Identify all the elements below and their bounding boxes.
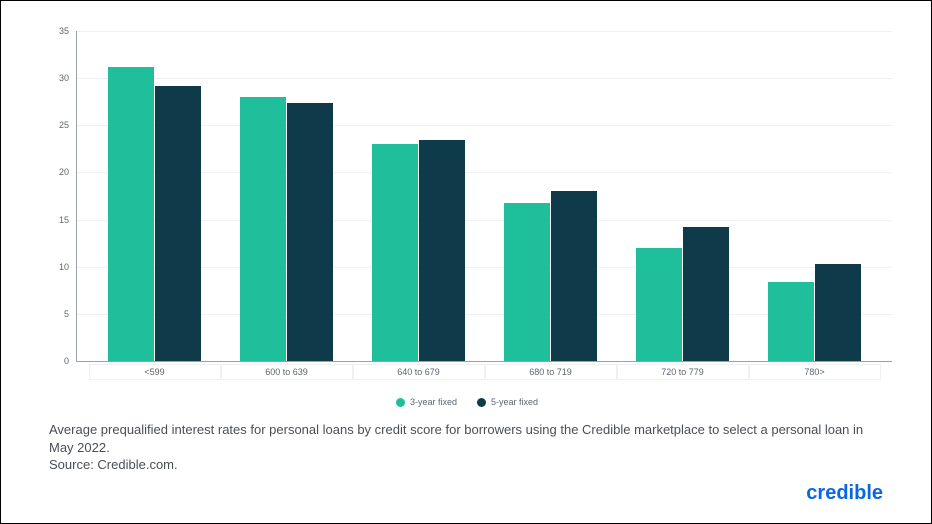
legend: 3-year fixed 5-year fixed	[1, 397, 932, 407]
caption-line-2: Source: Credible.com.	[49, 457, 178, 472]
bar-3-year-fixed	[504, 203, 550, 361]
y-tick-label: 20	[59, 167, 77, 177]
y-tick-label: 30	[59, 73, 77, 83]
bar-3-year-fixed	[108, 67, 154, 361]
bar-5-year-fixed	[419, 140, 465, 361]
chart-area: 05101520253035<599600 to 639640 to 67968…	[41, 31, 891, 381]
y-tick-label: 15	[59, 215, 77, 225]
x-tick-label: 780>	[749, 364, 881, 380]
brand-logo: credible	[806, 482, 883, 505]
y-tick-label: 0	[64, 356, 77, 366]
bar-5-year-fixed	[155, 86, 201, 361]
x-tick-label: 680 to 719	[485, 364, 617, 380]
y-tick-label: 5	[64, 309, 77, 319]
bar-5-year-fixed	[683, 227, 729, 361]
grid-line	[77, 31, 892, 32]
bar-3-year-fixed	[372, 144, 418, 361]
legend-item: 3-year fixed	[396, 397, 457, 407]
x-tick-label: <599	[89, 364, 221, 380]
y-tick-label: 35	[59, 26, 77, 36]
legend-item: 5-year fixed	[477, 397, 538, 407]
y-tick-label: 10	[59, 262, 77, 272]
legend-swatch	[396, 398, 405, 407]
legend-label: 5-year fixed	[491, 397, 538, 407]
y-tick-label: 25	[59, 120, 77, 130]
bar-5-year-fixed	[287, 103, 333, 361]
x-tick-label: 600 to 639	[221, 364, 353, 380]
bar-3-year-fixed	[240, 97, 286, 361]
plot-area: 05101520253035<599600 to 639640 to 67968…	[76, 31, 892, 362]
x-tick-label: 640 to 679	[353, 364, 485, 380]
chart-frame: 0 5 10 15 20 25 30 35 <599600 to 639640 to 67968…	[0, 0, 932, 524]
grid-line	[77, 78, 892, 79]
caption-line-1: Average prequalified interest rates for …	[49, 422, 863, 455]
bar-5-year-fixed	[815, 264, 861, 361]
caption: Average prequalified interest rates for …	[49, 421, 889, 474]
legend-swatch	[477, 398, 486, 407]
bar-3-year-fixed	[636, 248, 682, 361]
bar-5-year-fixed	[551, 191, 597, 361]
legend-label: 3-year fixed	[410, 397, 457, 407]
bar-3-year-fixed	[768, 282, 814, 361]
x-tick-label: 720 to 779	[617, 364, 749, 380]
